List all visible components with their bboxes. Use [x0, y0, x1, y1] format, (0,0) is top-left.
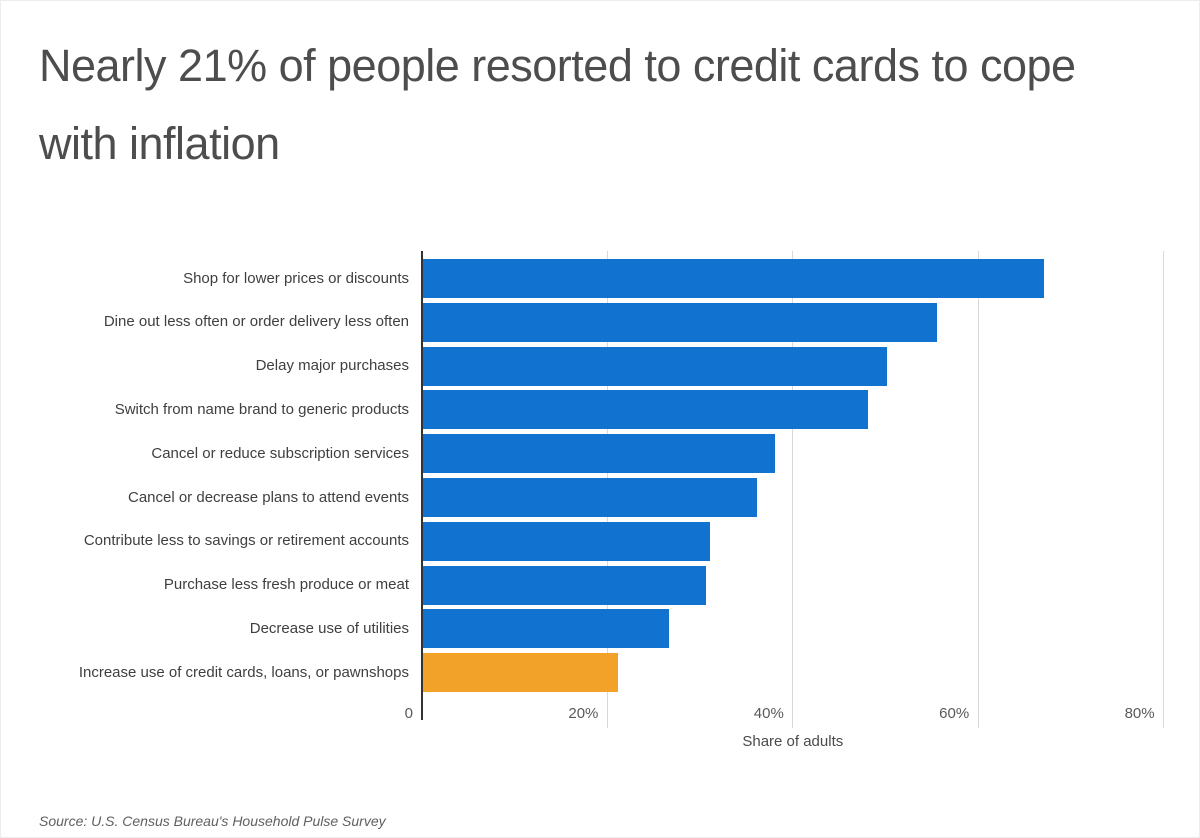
category-label: Cancel or decrease plans to attend event… [127, 488, 409, 506]
bar-series [423, 434, 776, 474]
x-tick-label: 0 [404, 705, 413, 722]
source-note: Source: U.S. Census Bureau's Household P… [39, 813, 386, 829]
category-label: Cancel or reduce subscription services [151, 444, 409, 462]
category-label: Delay major purchases [255, 357, 409, 375]
bar-series [423, 259, 1045, 298]
bar-series [423, 521, 711, 561]
category-label: Shop for lower prices or discounts [183, 269, 409, 287]
x-tick-label: 40% [753, 705, 784, 722]
y-axis-line [420, 251, 423, 720]
x-tick-label: 80% [1124, 705, 1155, 722]
bar-series [423, 609, 669, 649]
category-label: Switch from name brand to generic produc… [114, 400, 409, 418]
x-axis-title: Share of adults [742, 733, 844, 750]
bar-series [423, 302, 938, 342]
x-tick-label: 60% [939, 705, 970, 722]
bar-series [423, 390, 868, 430]
bar-series [423, 346, 887, 386]
x-gridline [977, 251, 979, 728]
chart-title: Nearly 21% of people resorted to credit … [39, 40, 1076, 169]
category-label: Contribute less to savings or retirement… [83, 532, 409, 550]
category-label: Purchase less fresh produce or meat [163, 576, 409, 594]
bar-highlighted [423, 653, 618, 693]
bar-series [423, 565, 706, 605]
x-gridline [792, 251, 794, 728]
category-label: Increase use of credit cards, loans, or … [78, 663, 409, 681]
bar-series [423, 478, 757, 517]
x-tick-label: 20% [568, 705, 599, 722]
category-label: Decrease use of utilities [249, 619, 409, 637]
x-gridline [1163, 251, 1165, 728]
category-label: Dine out less often or order delivery le… [103, 313, 409, 331]
